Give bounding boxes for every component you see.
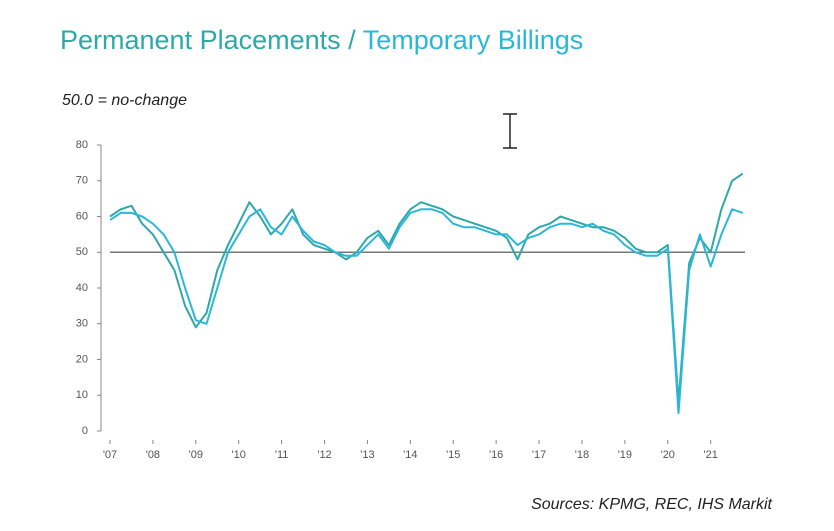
y-tick-label: 50 (76, 246, 88, 258)
x-tick-label: '21 (704, 449, 718, 461)
x-tick-label: '07 (103, 449, 117, 461)
y-tick-label: 60 (76, 210, 88, 222)
x-tick-label: '15 (446, 449, 460, 461)
x-tick-label: '17 (532, 449, 546, 461)
source: Sources: KPMG, REC, IHS Markit (531, 496, 772, 513)
cursor (503, 113, 517, 149)
series-line (109, 172, 744, 404)
x-tick-label: '18 (575, 449, 589, 461)
chart-title: Permanent Placements / Temporary Billing… (60, 25, 583, 55)
x-tick-label: '09 (189, 449, 203, 461)
x-tick-label: '12 (317, 449, 331, 461)
y-tick-label: 20 (76, 353, 88, 365)
y-tick-label: 70 (76, 175, 88, 187)
y-tick-label: 10 (76, 389, 88, 401)
x-tick-label: '10 (232, 449, 246, 461)
title-part: Temporary Billings (363, 25, 584, 55)
title-separator: / (348, 25, 356, 55)
subtitle: 50.0 = no-change (62, 92, 187, 109)
x-tick-label: '20 (661, 449, 675, 461)
title-part: Permanent Placements (60, 25, 341, 55)
x-tick-label: '11 (275, 449, 289, 461)
x-tick-label: '13 (360, 449, 374, 461)
y-tick-label: 30 (76, 318, 88, 330)
series-line (109, 208, 744, 415)
x-tick-label: '16 (489, 449, 503, 461)
y-tick-label: 40 (76, 282, 88, 294)
x-tick-label: '14 (403, 449, 417, 461)
x-tick-label: '08 (146, 449, 160, 461)
x-tick-label: '19 (618, 449, 632, 461)
y-tick-label: 0 (82, 425, 88, 437)
y-tick-label: 80 (76, 139, 88, 151)
